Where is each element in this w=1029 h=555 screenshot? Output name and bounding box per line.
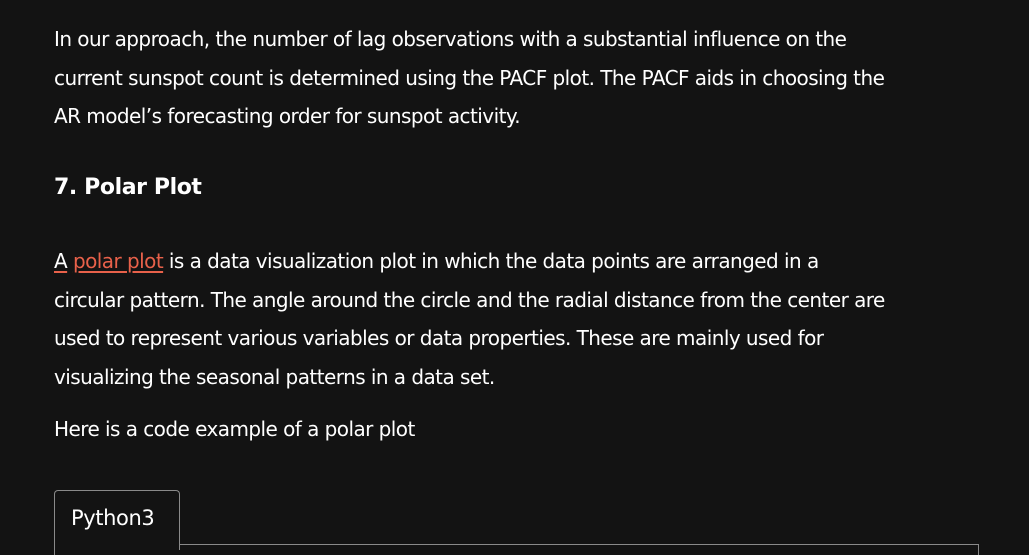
lead-article: A [54, 249, 68, 273]
polar-plot-link[interactable]: polar plot [72, 249, 164, 273]
intro-line: In our approach, the number of lag obser… [54, 27, 847, 51]
paragraph-line: circular pattern. The angle around the c… [54, 287, 885, 312]
polar-plot-paragraph: A polar plot is a data visualization plo… [54, 242, 885, 396]
example-text: Here is a code example of a polar plot [54, 417, 415, 441]
intro-line: current sunspot count is determined usin… [54, 65, 885, 90]
paragraph-line: visualizing the seasonal patterns in a d… [54, 364, 495, 389]
section-heading: 7. Polar Plot [54, 175, 202, 200]
code-block [54, 544, 979, 555]
paragraph-line: used to represent various variables or d… [54, 326, 824, 350]
paragraph-line: is a data visualization plot in which th… [163, 249, 819, 273]
intro-paragraph: In our approach, the number of lag obser… [54, 20, 885, 136]
code-language-tab[interactable]: Python3 [54, 490, 180, 550]
intro-line: AR model’s forecasting order for sunspot… [54, 104, 521, 128]
